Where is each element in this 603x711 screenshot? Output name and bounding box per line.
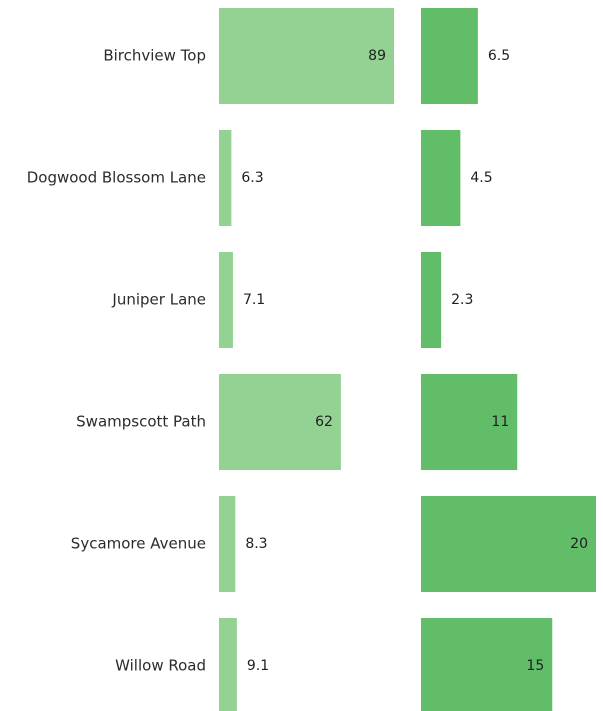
category-label: Dogwood Blossom Lane: [27, 169, 206, 187]
value-label: 2.3: [451, 292, 473, 308]
bar: [421, 374, 518, 470]
bar: [421, 252, 442, 348]
value-label: 7.1: [243, 292, 265, 308]
series-1-panel: 89 6.3 7.1 62 8.3 9.1: [219, 8, 394, 711]
value-label: 89: [368, 48, 386, 64]
bar: [219, 618, 237, 711]
bar: [219, 8, 394, 104]
category-label: Sycamore Avenue: [71, 535, 206, 553]
value-label: 62: [315, 414, 333, 430]
category-label: Birchview Top: [103, 47, 206, 65]
value-label: 8.3: [245, 536, 267, 552]
value-label: 6.3: [241, 170, 263, 186]
category-label: Willow Road: [115, 657, 206, 675]
category-label: Swampscott Path: [76, 413, 206, 431]
value-label: 20: [570, 536, 588, 552]
bar: [219, 130, 232, 226]
value-label: 9.1: [247, 658, 269, 674]
value-label: 15: [526, 658, 544, 674]
bar: [219, 496, 236, 592]
bar: [219, 374, 341, 470]
bar: [421, 8, 478, 104]
bar: [421, 130, 461, 226]
bar: [219, 252, 233, 348]
category-labels: Birchview Top Dogwood Blossom Lane Juniper…: [27, 47, 206, 675]
value-label: 11: [491, 414, 509, 430]
value-label: 4.5: [470, 170, 492, 186]
bar: [421, 618, 553, 711]
bar: [421, 496, 596, 592]
value-label: 6.5: [488, 48, 510, 64]
category-label: Juniper Lane: [111, 291, 206, 309]
series-2-panel: 6.5 4.5 2.3 11 20 15: [421, 8, 596, 711]
